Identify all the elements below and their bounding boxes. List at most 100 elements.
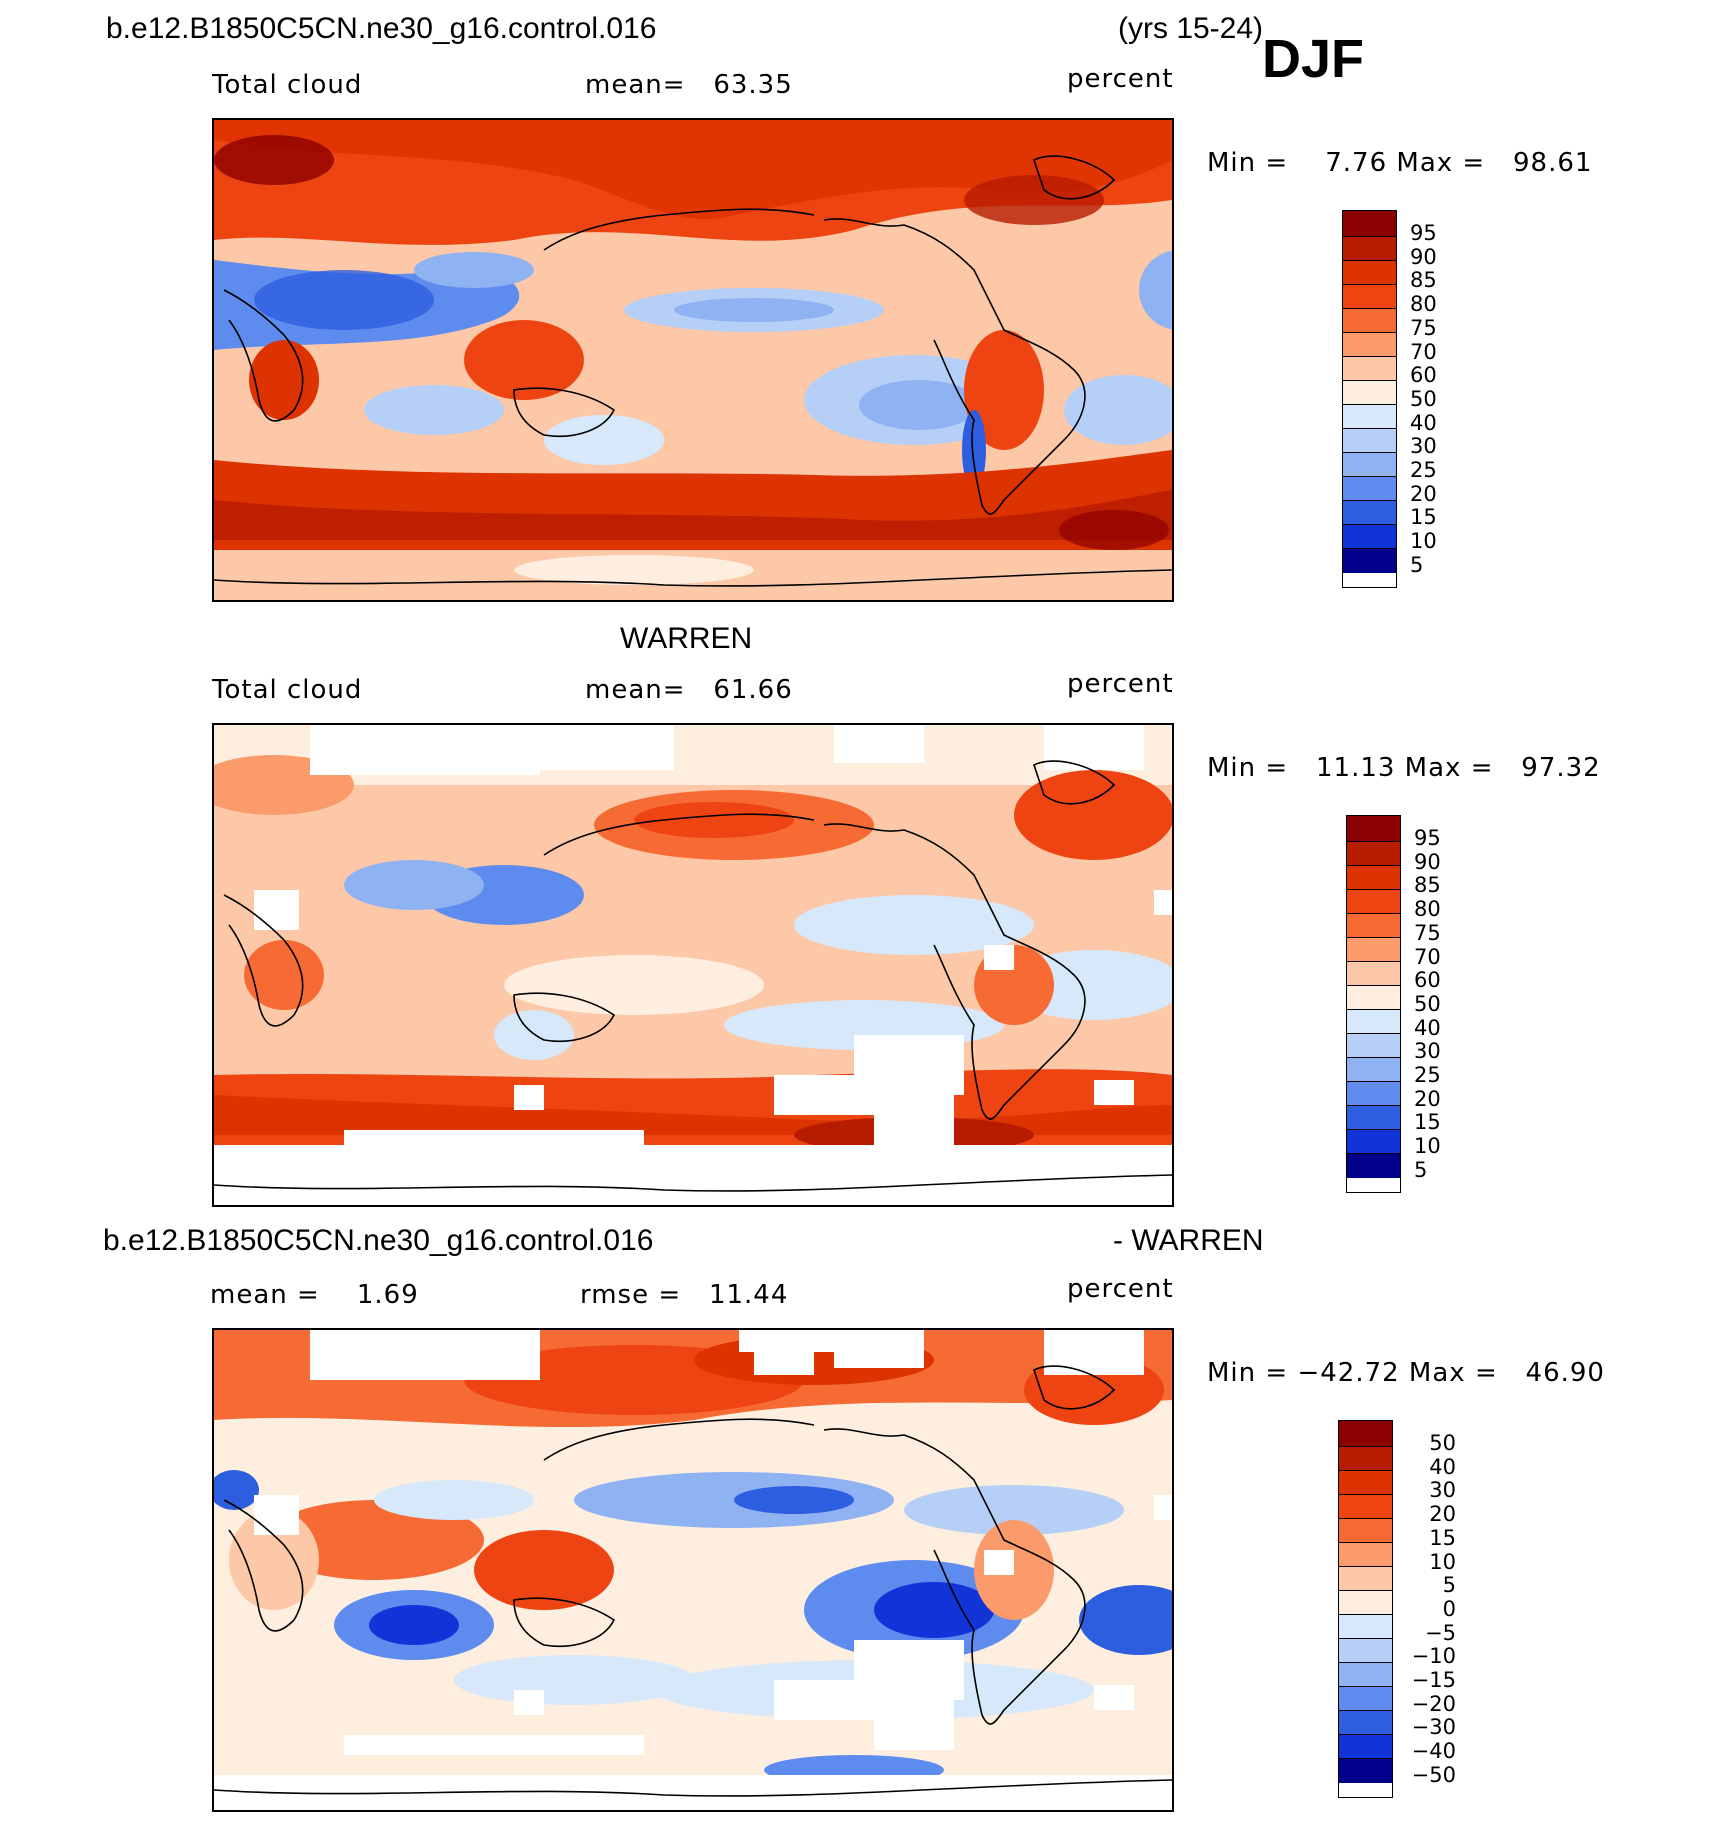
panel2-title: WARREN <box>620 622 753 655</box>
colorbar-swatch <box>1347 937 1400 961</box>
colorbar-swatch <box>1339 1734 1392 1758</box>
years-label: (yrs 15-24) <box>1118 12 1264 45</box>
colorbar-label: 95 <box>1414 826 1441 850</box>
colorbar-swatch <box>1343 308 1396 332</box>
colorbar-swatch <box>1347 889 1400 913</box>
panel3-field-svg <box>214 1330 1172 1810</box>
colorbar-swatch <box>1339 1710 1392 1734</box>
colorbar-swatch <box>1343 524 1396 548</box>
colorbar-swatch <box>1343 284 1396 308</box>
colorbar-label: 15 <box>1429 1525 1456 1550</box>
colorbar-label: 25 <box>1410 458 1437 483</box>
colorbar-swatch <box>1343 428 1396 452</box>
colorbar-swatch <box>1347 1009 1400 1033</box>
colorbar-label: −20 <box>1411 1691 1456 1716</box>
panel1-colorbar <box>1342 210 1397 588</box>
colorbar-swatch <box>1339 1614 1392 1638</box>
colorbar-label: 20 <box>1414 1086 1441 1111</box>
panel3-rmse-label: rmse = 11.44 <box>580 1280 789 1310</box>
colorbar-swatch <box>1339 1662 1392 1686</box>
colorbar-label: 80 <box>1414 897 1441 922</box>
colorbar-label: −50 <box>1411 1762 1456 1787</box>
colorbar-label: 80 <box>1410 292 1437 317</box>
colorbar-swatch <box>1343 260 1396 284</box>
colorbar-swatch <box>1339 1470 1392 1494</box>
colorbar-swatch <box>1343 500 1396 524</box>
panel1-map <box>212 118 1174 602</box>
colorbar-swatch <box>1343 452 1396 476</box>
colorbar-label: −5 <box>1425 1620 1456 1645</box>
colorbar-swatch <box>1339 1542 1392 1566</box>
colorbar-label: 10 <box>1414 1134 1441 1159</box>
panel3-minmax-label: Min = −42.72 Max = 46.90 <box>1207 1358 1605 1388</box>
colorbar-label: 30 <box>1429 1478 1456 1503</box>
colorbar-label: 30 <box>1410 434 1437 459</box>
panel3-units-label: percent <box>1067 1274 1174 1304</box>
colorbar-label: 70 <box>1410 339 1437 364</box>
panel2-mean-label: mean= 61.66 <box>585 675 793 705</box>
colorbar-swatch <box>1339 1590 1392 1614</box>
colorbar-swatch <box>1339 1494 1392 1518</box>
colorbar-swatch <box>1339 1518 1392 1542</box>
colorbar-label: −10 <box>1411 1644 1456 1669</box>
panel2-units-label: percent <box>1067 669 1174 699</box>
colorbar-label: 40 <box>1410 410 1437 435</box>
season-label: DJF <box>1262 29 1365 89</box>
colorbar-label: 5 <box>1410 552 1424 577</box>
colorbar-label: 50 <box>1429 1431 1456 1455</box>
panel3-mean-label: mean = 1.69 <box>210 1280 419 1310</box>
colorbar-swatch <box>1347 1129 1400 1153</box>
colorbar-swatch <box>1347 865 1400 889</box>
panel3-title-right: - WARREN <box>1113 1224 1264 1257</box>
colorbar-label: 90 <box>1410 244 1437 269</box>
panel1-variable-label: Total cloud <box>212 70 363 100</box>
colorbar-label: 75 <box>1414 920 1441 945</box>
colorbar-label: 95 <box>1410 221 1437 245</box>
colorbar-label: 50 <box>1410 386 1437 411</box>
colorbar-label: 40 <box>1414 1015 1441 1040</box>
panel1-mean-label: mean= 63.35 <box>585 70 793 100</box>
colorbar-label: 50 <box>1414 991 1441 1016</box>
colorbar-swatch <box>1343 380 1396 404</box>
colorbar-label: 20 <box>1429 1502 1456 1527</box>
colorbar-label: 5 <box>1414 1157 1428 1182</box>
panel3-colorbar <box>1338 1420 1393 1798</box>
panel1-colorbar-labels: 95 90 85 80 75 70 60 50 40 30 25 20 15 1… <box>1410 221 1437 578</box>
colorbar-label: 90 <box>1414 849 1441 874</box>
colorbar-swatch <box>1343 211 1396 236</box>
colorbar-swatch <box>1347 961 1400 985</box>
colorbar-swatch <box>1347 913 1400 937</box>
colorbar-label: 15 <box>1414 1110 1441 1135</box>
colorbar-swatch <box>1347 1033 1400 1057</box>
colorbar-swatch <box>1339 1421 1392 1446</box>
colorbar-swatch <box>1339 1686 1392 1710</box>
colorbar-swatch <box>1343 356 1396 380</box>
colorbar-swatch <box>1347 1057 1400 1081</box>
colorbar-label: 85 <box>1410 268 1437 293</box>
colorbar-label: −15 <box>1411 1668 1456 1693</box>
colorbar-swatch <box>1347 985 1400 1009</box>
panel2-colorbar <box>1346 815 1401 1193</box>
colorbar-label: 15 <box>1410 505 1437 530</box>
colorbar-label: 5 <box>1442 1573 1456 1598</box>
colorbar-swatch <box>1347 1081 1400 1105</box>
colorbar-swatch <box>1343 332 1396 356</box>
colorbar-label: −30 <box>1411 1715 1456 1740</box>
panel2-map <box>212 723 1174 1207</box>
colorbar-swatch <box>1343 476 1396 500</box>
colorbar-label: 70 <box>1414 944 1441 969</box>
colorbar-label: 60 <box>1410 363 1437 388</box>
panel1-field-svg <box>214 120 1172 600</box>
colorbar-label: 40 <box>1429 1454 1456 1479</box>
panel2-minmax-label: Min = 11.13 Max = 97.32 <box>1207 753 1601 783</box>
colorbar-swatch <box>1343 404 1396 428</box>
colorbar-label: 10 <box>1410 529 1437 554</box>
colorbar-swatch <box>1339 1446 1392 1470</box>
colorbar-swatch <box>1347 1153 1400 1178</box>
colorbar-swatch <box>1343 236 1396 260</box>
panel2-variable-label: Total cloud <box>212 675 363 705</box>
colorbar-label: 75 <box>1410 315 1437 340</box>
colorbar-label: 10 <box>1429 1549 1456 1574</box>
panel3-colorbar-labels: 50 40 30 20 15 10 5 0 −5 −10 −15 −20 −30… <box>1408 1431 1456 1788</box>
panel3-map <box>212 1328 1174 1812</box>
